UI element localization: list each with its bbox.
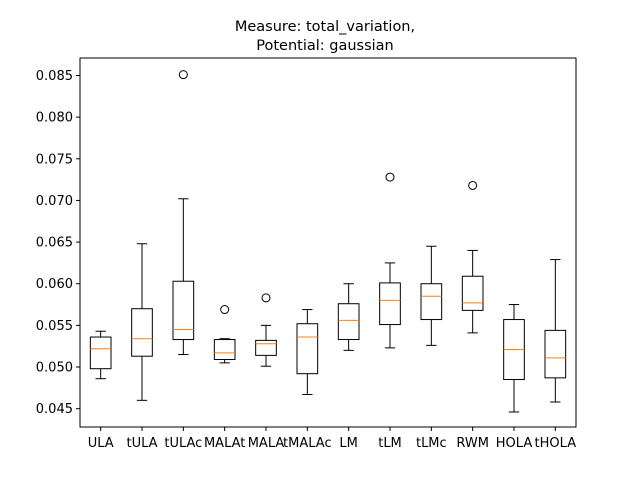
box-group: [255, 293, 277, 367]
y-axis: 0.045 0.050 0.055 0.060 0.065 0.070 0.075 0.080…: [36, 69, 80, 417]
y-tick-label: 0.085: [36, 69, 73, 84]
x-tick-label: tULAc: [164, 436, 202, 451]
plot-area: [89, 70, 567, 413]
plot-frame: [79, 57, 577, 428]
outlier-point: [468, 180, 478, 190]
x-tick-label: tULA: [126, 436, 157, 451]
box-group: [172, 70, 195, 356]
box-group: [131, 243, 153, 401]
box-iqr: [337, 303, 360, 341]
y-tick-label: 0.070: [36, 194, 73, 209]
box-group: [503, 304, 525, 413]
box-group: [379, 172, 401, 349]
x-tick-label: LM: [339, 436, 357, 451]
x-tick-label: tLM: [378, 436, 402, 451]
y-tick-label: 0.055: [36, 319, 73, 334]
x-tick-label: RWM: [456, 436, 489, 451]
outlier-point: [178, 70, 188, 80]
chart-title-line-1: Measure: total_variation,: [235, 19, 415, 35]
x-tick-label: tLMc: [416, 436, 447, 451]
x-tick-label: HOLA: [496, 436, 533, 451]
box-group: [461, 180, 484, 334]
box-group: [420, 245, 443, 346]
y-tick-label: 0.050: [36, 361, 73, 376]
box-iqr: [255, 339, 277, 356]
box-group: [337, 283, 360, 351]
y-tick-label: 0.080: [36, 111, 73, 126]
y-tick-label: 0.045: [36, 402, 73, 417]
x-tick-label: tMALAc: [283, 436, 332, 451]
x-tick-label: MALAt: [204, 436, 245, 451]
outlier-point: [220, 305, 230, 315]
box-iqr: [213, 339, 236, 361]
box-iqr: [172, 280, 195, 341]
box-group: [213, 305, 236, 364]
box-iqr: [461, 275, 484, 311]
box-iqr: [379, 282, 401, 326]
y-tick-label: 0.060: [36, 277, 73, 292]
outlier-point: [385, 172, 395, 182]
outlier-point: [261, 293, 271, 303]
box-iqr: [89, 336, 112, 370]
x-tick-label: ULA: [88, 436, 114, 451]
y-tick-label: 0.075: [36, 152, 73, 167]
box-group: [89, 330, 112, 380]
box-iqr: [131, 308, 153, 357]
x-tick-label: MALA: [248, 436, 285, 451]
x-tick-label: tHOLA: [535, 436, 577, 451]
box-group: [544, 259, 567, 403]
box-group: [296, 309, 319, 396]
chart-title-line-2: Potential: gaussian: [256, 38, 394, 54]
box-iqr: [420, 283, 443, 321]
box-iqr: [296, 323, 319, 375]
y-tick-label: 0.065: [36, 236, 73, 251]
box-iqr: [544, 329, 567, 379]
